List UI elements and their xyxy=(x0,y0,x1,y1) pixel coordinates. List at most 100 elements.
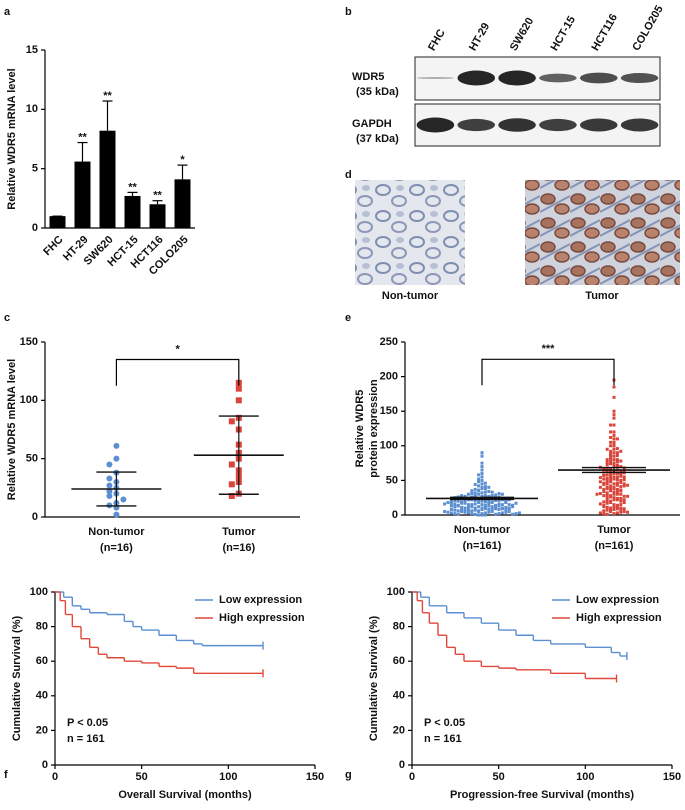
blot-band xyxy=(457,70,496,86)
data-point xyxy=(605,458,609,462)
blot-box xyxy=(414,103,661,147)
y-tick-label: 100 xyxy=(380,440,398,452)
x-tick-label: 0 xyxy=(409,771,415,783)
blot-box xyxy=(414,56,661,101)
data-point xyxy=(605,469,609,473)
significance: * xyxy=(175,343,180,355)
data-point xyxy=(626,510,630,514)
data-point xyxy=(497,492,501,496)
data-point xyxy=(477,513,481,517)
y-tick-label: 150 xyxy=(380,405,398,417)
data-point xyxy=(106,488,113,495)
data-point xyxy=(511,505,515,509)
data-point xyxy=(609,423,613,427)
data-point xyxy=(453,502,457,506)
data-point xyxy=(615,496,619,500)
y-tick-label: 10 xyxy=(26,103,38,115)
data-point xyxy=(483,513,487,517)
significance: ** xyxy=(153,190,162,202)
data-point xyxy=(615,487,619,491)
data-point xyxy=(605,491,609,495)
data-point xyxy=(612,451,616,455)
y-axis-label: protein expression xyxy=(368,379,380,478)
blot-band xyxy=(620,118,659,132)
x-tick-label: 150 xyxy=(306,771,324,783)
annotation: n = 161 xyxy=(67,733,105,745)
data-point xyxy=(456,512,460,516)
y-tick-label: 0 xyxy=(392,509,398,521)
data-point xyxy=(605,476,609,480)
data-point xyxy=(453,505,457,509)
data-point xyxy=(605,482,609,486)
data-point xyxy=(477,477,481,481)
data-point xyxy=(487,494,491,498)
data-point xyxy=(622,494,626,498)
data-point xyxy=(487,510,491,514)
data-point xyxy=(480,494,484,498)
blot-band xyxy=(539,118,577,132)
panel-letter: g xyxy=(345,769,352,781)
data-point xyxy=(480,499,484,503)
data-point xyxy=(612,458,616,462)
x-tick-label: 50 xyxy=(136,771,148,783)
data-point xyxy=(612,442,616,446)
data-point xyxy=(605,462,609,466)
data-point xyxy=(460,505,464,509)
data-point xyxy=(612,505,616,509)
y-tick-label: 0 xyxy=(399,759,405,771)
data-point xyxy=(507,510,511,514)
data-point xyxy=(619,488,623,492)
data-point xyxy=(609,444,613,448)
ihc-label: Tumor xyxy=(585,290,619,302)
data-point xyxy=(463,499,467,503)
data-point xyxy=(106,475,113,482)
data-point xyxy=(622,498,626,502)
data-point xyxy=(622,484,626,488)
data-point xyxy=(490,494,494,498)
significance: *** xyxy=(542,343,556,355)
data-point xyxy=(494,512,498,516)
data-point xyxy=(612,409,616,413)
y-tick-label: 250 xyxy=(380,336,398,348)
data-point xyxy=(113,442,120,449)
data-point xyxy=(504,507,508,511)
data-point xyxy=(228,418,235,425)
x-axis-label: Progression-free Survival (months) xyxy=(450,789,634,801)
data-point xyxy=(477,492,481,496)
data-point xyxy=(615,483,619,487)
legend-label: Low expression xyxy=(576,594,659,606)
data-point xyxy=(602,512,606,516)
y-tick-label: 50 xyxy=(386,474,398,486)
data-point xyxy=(483,500,487,504)
lane-label: HCT116 xyxy=(589,12,620,53)
data-point xyxy=(483,511,487,515)
data-point xyxy=(619,478,623,482)
data-point xyxy=(480,506,484,510)
data-point xyxy=(477,484,481,488)
data-point xyxy=(514,501,518,505)
blot-band xyxy=(498,118,536,132)
data-point xyxy=(449,511,453,515)
blot-row-label: GAPDH xyxy=(352,118,392,130)
panel-letter: c xyxy=(4,312,10,324)
legend-label: Low expression xyxy=(219,594,302,606)
data-point xyxy=(483,481,487,485)
data-point xyxy=(477,480,481,484)
y-tick-label: 60 xyxy=(393,655,405,667)
data-point xyxy=(490,500,494,504)
data-point xyxy=(480,471,484,475)
blot-band xyxy=(579,72,618,84)
data-point xyxy=(605,508,609,512)
data-point xyxy=(228,461,235,468)
data-point xyxy=(473,493,477,497)
data-point xyxy=(605,487,609,491)
data-point xyxy=(480,454,484,458)
data-point xyxy=(494,507,498,511)
data-point xyxy=(449,502,453,506)
data-point xyxy=(477,473,481,477)
data-point xyxy=(504,500,508,504)
y-axis-label: Relative WDR5 xyxy=(354,390,366,468)
legend-label: High expression xyxy=(576,612,662,624)
data-point xyxy=(487,485,491,489)
data-point xyxy=(463,501,467,505)
